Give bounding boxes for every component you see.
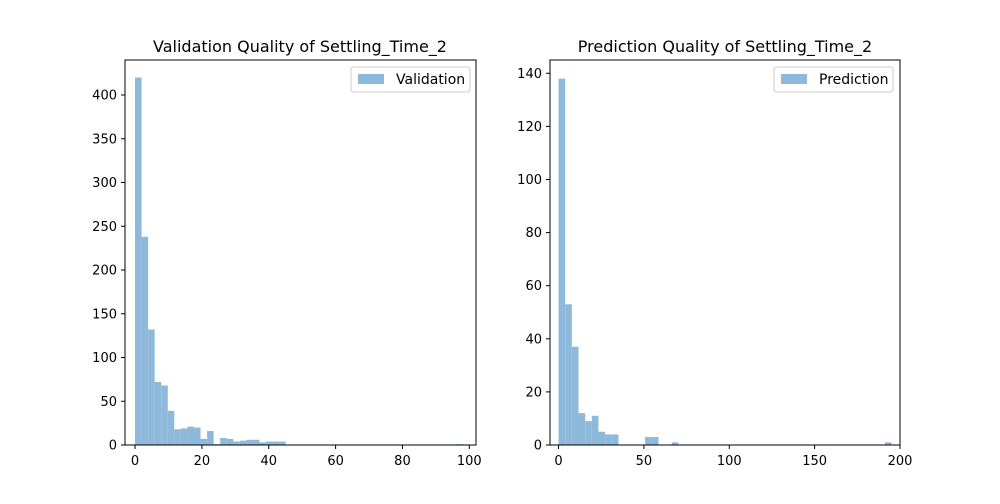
x-axis-ticks: 0 20 40 60 80 100 bbox=[131, 445, 482, 469]
histogram-bar bbox=[226, 438, 234, 446]
axes-frame bbox=[549, 59, 901, 446]
axes-frame bbox=[124, 59, 477, 446]
y-tick-label: 0 bbox=[534, 439, 542, 454]
y-tick-label: 400 bbox=[92, 89, 117, 104]
histogram-bar bbox=[252, 439, 260, 445]
y-tick-label: 100 bbox=[92, 351, 117, 366]
histogram-bar bbox=[194, 427, 201, 445]
x-tick-label: 0 bbox=[554, 454, 562, 469]
histogram-bar bbox=[266, 441, 273, 445]
y-tick-label: 0 bbox=[109, 439, 117, 454]
histogram-bar bbox=[884, 442, 892, 445]
histogram-bar bbox=[578, 413, 586, 445]
histogram-bar bbox=[233, 441, 240, 445]
prediction-chart: Prediction Quality of Settling_Time_2 0 5… bbox=[517, 37, 912, 469]
histogram-bar bbox=[246, 439, 253, 445]
y-tick-label: 120 bbox=[517, 120, 542, 135]
histogram-bar bbox=[239, 440, 247, 446]
y-axis-ticks: 0 20 40 60 80 100 120 140 bbox=[517, 67, 550, 454]
histogram-bar bbox=[174, 429, 181, 445]
chart-title: Prediction Quality of Settling_Time_2 bbox=[578, 37, 872, 57]
histogram-bar bbox=[148, 329, 155, 445]
histogram-bar bbox=[167, 410, 175, 446]
histogram-bar bbox=[272, 441, 280, 445]
y-tick-label: 250 bbox=[92, 220, 117, 235]
histogram-bar bbox=[279, 441, 286, 445]
x-tick-label: 50 bbox=[636, 454, 653, 469]
y-tick-label: 50 bbox=[100, 395, 117, 410]
y-tick-label: 80 bbox=[525, 226, 542, 241]
x-tick-label: 0 bbox=[131, 454, 139, 469]
histogram-bar bbox=[180, 428, 188, 446]
y-tick-label: 350 bbox=[92, 132, 117, 147]
y-tick-label: 300 bbox=[92, 176, 117, 191]
histogram-bar bbox=[585, 421, 592, 445]
x-tick-label: 100 bbox=[717, 454, 742, 469]
y-tick-label: 140 bbox=[517, 67, 542, 82]
histogram-bar bbox=[259, 442, 267, 446]
histogram-bar bbox=[671, 442, 679, 445]
histogram-bar bbox=[598, 431, 606, 445]
histogram-bar bbox=[200, 438, 208, 446]
histogram-bar bbox=[611, 434, 619, 445]
histogram-bar bbox=[220, 438, 227, 445]
y-tick-label: 200 bbox=[92, 264, 117, 279]
chart-title: Validation Quality of Settling_Time_2 bbox=[153, 37, 447, 57]
histogram-bar bbox=[187, 426, 194, 446]
y-axis-ticks: 0 50 100 150 200 250 300 350 400 bbox=[92, 89, 125, 454]
x-tick-label: 100 bbox=[457, 454, 482, 469]
legend-label: Prediction bbox=[819, 72, 889, 88]
x-tick-label: 200 bbox=[888, 454, 913, 469]
legend-swatch bbox=[358, 74, 384, 84]
histogram-bar bbox=[591, 415, 599, 445]
histogram-bar bbox=[558, 78, 566, 445]
histogram-bar bbox=[645, 437, 652, 445]
histogram-bar bbox=[651, 437, 659, 445]
histogram-bar bbox=[154, 382, 162, 445]
y-tick-label: 150 bbox=[92, 307, 117, 322]
y-tick-label: 40 bbox=[525, 332, 542, 347]
x-tick-label: 20 bbox=[194, 454, 211, 469]
x-tick-label: 150 bbox=[802, 454, 827, 469]
legend: Prediction bbox=[773, 66, 894, 93]
histogram-bar bbox=[141, 236, 149, 445]
legend-swatch bbox=[781, 74, 807, 84]
legend-label: Validation bbox=[396, 72, 465, 88]
legend-box bbox=[350, 66, 471, 93]
legend-box bbox=[773, 66, 894, 93]
legend: Validation bbox=[350, 66, 471, 93]
prediction-bars bbox=[558, 78, 892, 445]
histogram-bar bbox=[161, 385, 168, 445]
histogram-bar bbox=[565, 304, 572, 445]
x-tick-label: 60 bbox=[327, 454, 344, 469]
histogram-bar bbox=[135, 77, 142, 445]
histogram-bar bbox=[571, 346, 579, 445]
validation-bars bbox=[135, 77, 463, 446]
validation-chart: Validation Quality of Settling_Time_2 0 2… bbox=[92, 37, 482, 469]
y-tick-label: 60 bbox=[525, 279, 542, 294]
y-tick-label: 20 bbox=[525, 385, 542, 400]
histogram-bar bbox=[207, 431, 214, 445]
x-tick-label: 80 bbox=[394, 454, 411, 469]
histogram-bar bbox=[605, 434, 612, 445]
x-axis-ticks: 0 50 100 150 200 bbox=[554, 445, 912, 469]
x-tick-label: 40 bbox=[260, 454, 277, 469]
y-tick-label: 100 bbox=[517, 173, 542, 188]
